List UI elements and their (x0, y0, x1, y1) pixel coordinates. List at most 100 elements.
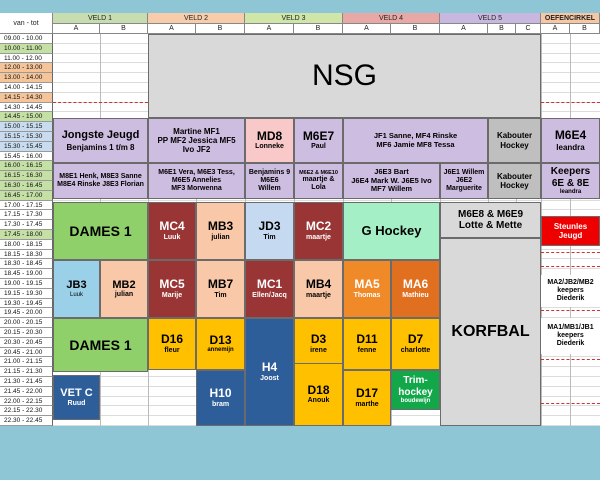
block-dames-1-a[interactable]: DAMES 1 (53, 202, 148, 260)
block-mc4[interactable]: MC4 Luuk (148, 202, 196, 260)
block-mc5[interactable]: MC5 Marije (148, 260, 196, 318)
block-sub: maartje (306, 291, 331, 299)
block-h4[interactable]: H4 Joost (245, 318, 294, 426)
block-line: 6E & 8E (551, 177, 590, 189)
block-line: Marguerite (446, 185, 482, 193)
block-ma1-keepers[interactable]: MA1/MB1/JB1 keepers Diederik (541, 318, 600, 354)
block-sub: Lonneke (255, 143, 284, 151)
block-sub: Paul (311, 143, 326, 151)
time-slot: 14.45 - 15.00 (0, 112, 53, 123)
block-ma2-keepers[interactable]: MA2/JB2/MB2 keepers Diederik (541, 275, 600, 307)
block-korfbal[interactable]: KORFBAL (440, 238, 541, 426)
block-line: Hockey (500, 140, 529, 150)
block-mb3[interactable]: MB3 julian (196, 202, 245, 260)
block-keepers[interactable]: Keepers 6E & 8E leandra (541, 163, 600, 199)
time-slot: 16.45 - 17.00 (0, 190, 53, 201)
block-sub: Thomas (353, 291, 381, 299)
block-steunles-jeugd[interactable]: Steunles Jeugd (541, 216, 600, 246)
block-label: VET C (60, 387, 93, 400)
time-slot: 16.00 - 16.15 (0, 161, 53, 172)
block-sub: Benjamins 1 t/m 8 (66, 143, 135, 153)
block-martine-mf1[interactable]: Martine MF1 PP MF2 Jessica MF5 Ivo JF2 (148, 118, 245, 163)
block-label: MA5 (354, 277, 380, 292)
block-sub: Joost (260, 374, 279, 382)
block-label: D18 (307, 382, 330, 397)
block-jf1[interactable]: JF1 Sanne, MF4 Rinske MF6 Jamie MF8 Tess… (343, 118, 488, 163)
block-line: MA2/JB2/MB2 (547, 278, 594, 286)
block-label: Jongste Jeugd (61, 128, 140, 141)
dash-marker (53, 102, 148, 103)
block-label: KORFBAL (451, 322, 530, 340)
time-slot: 15.15 - 15.30 (0, 132, 53, 142)
block-md8[interactable]: MD8 Lonneke (245, 118, 294, 163)
block-jongste-jeugd[interactable]: Jongste Jeugd Benjamins 1 t/m 8 (53, 118, 148, 163)
block-m6e7[interactable]: M6E7 Paul (294, 118, 343, 163)
block-label: M6E7 (302, 128, 335, 143)
block-vet-c[interactable]: VET C Ruud (53, 375, 100, 420)
block-sub: Anouk (307, 397, 330, 405)
block-d13[interactable]: D13 annemijn (196, 318, 245, 370)
block-label: D13 (209, 332, 232, 347)
block-jb3[interactable]: JB3 Luuk (53, 260, 100, 318)
dash-marker (541, 102, 600, 103)
block-label: MC5 (159, 277, 185, 292)
block-mc1[interactable]: MC1 Ellen/Jacq (245, 260, 294, 318)
block-sub: Mathieu (402, 291, 429, 299)
block-j6e3[interactable]: J6E3 Bart J6E4 Mark W. J6E5 Ivo MF7 Will… (343, 163, 440, 199)
block-line: Hockey (500, 181, 529, 190)
block-g-hockey[interactable]: G Hockey (343, 202, 440, 260)
block-d16[interactable]: D16 fleur (148, 318, 196, 370)
time-slot: 21.30 - 21.45 (0, 377, 53, 387)
block-mb7[interactable]: MB7 Tim (196, 260, 245, 318)
block-line: M6E1 Vera, M6E3 Tess, (158, 168, 235, 176)
block-label: D11 (356, 332, 378, 347)
block-line: keepers (557, 286, 584, 294)
block-label: MD8 (256, 128, 283, 143)
block-label: G Hockey (361, 222, 422, 238)
block-label: MB7 (207, 277, 234, 292)
block-kabouter-hockey-2[interactable]: Kabouter Hockey (488, 163, 541, 199)
block-label: MC1 (256, 277, 283, 292)
block-mc2[interactable]: MC2 maartje (294, 202, 343, 260)
block-dames-1-b[interactable]: DAMES 1 (53, 318, 148, 372)
block-ma6[interactable]: MA6 Mathieu (391, 260, 440, 318)
block-d11[interactable]: D11 fenne (343, 318, 391, 370)
block-line: Ivo JF2 (182, 145, 211, 155)
header-oefencirkel: OEFENCIRKEL (541, 13, 600, 24)
block-line: MF6 Jamie MF8 Tessa (376, 139, 455, 149)
time-slot: 18.45 - 19.00 (0, 269, 53, 279)
time-slot: 21.00 - 21.15 (0, 357, 53, 368)
block-mb4[interactable]: MB4 maartje (294, 260, 343, 318)
block-benjamins-9[interactable]: Benjamins 9 M6E6 Willem (245, 163, 294, 199)
block-mb2[interactable]: MB2 julian (100, 260, 148, 318)
block-nsg[interactable]: NSG (148, 34, 541, 118)
block-d17[interactable]: D17 marthe (343, 370, 391, 426)
block-m6e1[interactable]: M6E1 Vera, M6E3 Tess, M6E5 Annelies MF3 … (148, 163, 245, 199)
block-m6e8[interactable]: M6E8 & M6E9 Lotte & Mette (440, 202, 541, 238)
grid-line (53, 199, 600, 201)
header-veld-2: VELD 2 (148, 13, 245, 24)
block-kabouter-hockey-1[interactable]: Kabouter Hockey (488, 118, 541, 163)
block-d7[interactable]: D7 charlotte (391, 318, 440, 370)
sub-veld1-b: B (100, 24, 148, 34)
block-d18[interactable]: D18 Anouk (294, 363, 343, 426)
block-j6e1[interactable]: J6E1 Willem J6E2 Marguerite (440, 163, 488, 199)
block-label: D17 (355, 386, 378, 401)
time-slot: 13.00 - 14.00 (0, 73, 53, 83)
block-line: keepers (557, 331, 584, 339)
time-slot: 17.00 - 17.15 (0, 200, 53, 211)
block-h10[interactable]: H10 bram (196, 370, 245, 426)
block-label: MC4 (159, 219, 185, 234)
dash-marker (541, 266, 600, 267)
block-m6e4[interactable]: M6E4 leandra (541, 118, 600, 163)
block-m6e2[interactable]: M6E2 & M6E10 maartje & Lola (294, 163, 343, 199)
block-m8e1[interactable]: M8E1 Henk, M8E3 Sanne M8E4 Rinske J8E3 F… (53, 163, 148, 199)
block-jd3[interactable]: JD3 Tim (245, 202, 294, 260)
block-ma5[interactable]: MA5 Thomas (343, 260, 391, 318)
block-trim-hockey[interactable]: Trim- hockey boudewijn (391, 370, 440, 410)
block-line: Lotte & Mette (458, 220, 523, 231)
block-sub: julian (211, 233, 230, 241)
block-label: JB3 (66, 279, 87, 292)
block-label: D3 (310, 332, 327, 347)
block-line: Steunles (553, 221, 588, 231)
